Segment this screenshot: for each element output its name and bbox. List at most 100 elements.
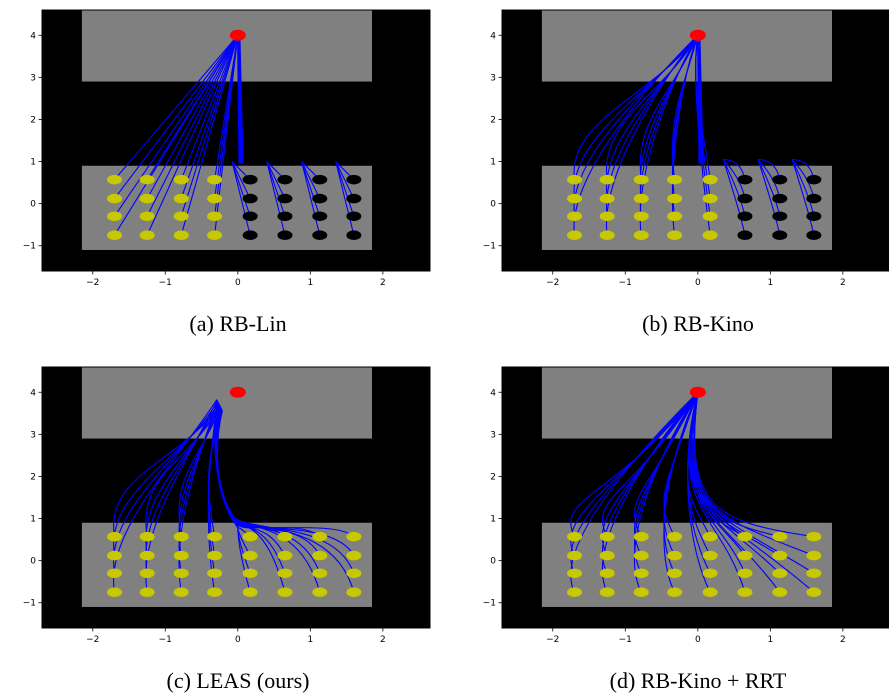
x-tick-label: −2 [546,635,559,645]
goal-point-c7-r3 [312,550,328,561]
goal-point-c5-r4 [242,531,258,542]
goal-point-c4-r3 [207,550,223,561]
trajectory-c3-r4 [634,392,699,537]
goal-point-c5-r2 [242,568,258,579]
goal-point-c5-r1 [702,230,718,241]
trajectory-c4-r4 [671,35,699,180]
goal-point-c4-r3 [667,550,683,561]
trajectory-c8-r3 [692,392,815,557]
goal-point-c2-r3 [599,550,615,561]
goal-point-c3-r3 [633,550,649,561]
y-tick-label: 0 [490,557,496,567]
goal-point-c5-r3 [702,193,718,204]
goal-point-c2-r1 [599,587,615,598]
x-tick-label: 2 [380,635,386,645]
y-tick-label: 4 [490,31,496,41]
y-tick-label: 0 [490,200,496,210]
goal-point-c8-r3 [346,193,362,204]
goal-point-c1-r1 [567,587,583,598]
goal-point-c3-r4 [173,174,189,185]
goal-grid [107,531,362,598]
trajectory-c6-r2 [266,161,286,217]
goal-point-c3-r2 [173,568,189,579]
trajectory-c6-r1 [266,161,286,236]
trajectory-c5-r1 [231,161,251,236]
trajectory-c2-r4 [602,391,699,537]
goal-point-c1-r2 [107,568,123,579]
goal-point-c6-r2 [737,568,753,579]
axes-frame [41,366,431,629]
goal-point-c4-r4 [667,531,683,542]
y-tick-label: 4 [30,31,36,41]
goal-point-c6-r3 [737,550,753,561]
goal-point-c3-r3 [173,193,189,204]
goal-point-c6-r4 [277,531,293,542]
trajectory-c8-r1 [335,161,355,236]
free-space-region-2 [81,522,372,607]
goal-point-c1-r2 [107,211,123,222]
trajectory-c3-r2 [180,35,239,217]
goal-point-c7-r2 [772,568,788,579]
goal-point-c4-r1 [667,230,683,241]
goal-point-c8-r1 [346,587,362,598]
panel-leas: −2 −1 0 1 2 −1 0 1 2 3 4 (c) LEAS (ours) [23,366,431,693]
trajectory-c7-r3 [301,161,321,199]
trajectory-c2-r3 [602,391,699,556]
trajectory-c3-r1 [180,35,239,236]
y-tick-label: 1 [30,515,36,525]
goal-point-c8-r3 [806,550,822,561]
goal-point-c5-r3 [242,550,258,561]
goal-point-c4-r1 [667,587,683,598]
goal-grid [107,174,362,241]
goal-point-c6-r1 [737,230,753,241]
goal-point-c7-r2 [772,211,788,222]
y-tick-label: 3 [30,430,36,440]
y-tick-label: 3 [490,73,496,83]
goal-point-c7-r3 [312,193,328,204]
goal-point-c2-r3 [139,550,155,561]
free-space-region-2 [541,165,832,250]
goal-point-c7-r1 [312,587,328,598]
x-tick-label: 2 [840,278,846,288]
panel-rb-lin: −2 −1 0 1 2 −1 0 1 2 3 4 (a) RB-Lin [23,9,431,336]
goal-point-c2-r2 [139,568,155,579]
goal-point-c1-r1 [107,230,123,241]
trajectory-c4-r4 [214,35,239,180]
trajectory-c6-r3 [266,161,286,199]
goal-point-c4-r3 [207,193,223,204]
goal-point-c8-r2 [346,211,362,222]
trajectory-c3-r4 [180,35,239,180]
goal-point-c3-r4 [633,174,649,185]
goal-point-c4-r1 [207,587,223,598]
y-tick-label: −1 [23,242,36,252]
goal-point-c1-r3 [567,550,583,561]
goal-point-c5-r4 [702,531,718,542]
goal-point-c2-r4 [599,531,615,542]
trajectory-c1-r1 [573,34,699,236]
free-space-region-2 [81,165,372,250]
goal-point-c6-r1 [277,587,293,598]
goal-point-c8-r1 [806,230,822,241]
goal-point-c6-r1 [737,587,753,598]
trajectory-c8-r4 [216,410,355,538]
goal-point-c4-r2 [667,568,683,579]
goal-point-c3-r2 [633,568,649,579]
y-tick-label: 1 [30,158,36,168]
goal-point-c2-r1 [139,587,155,598]
goal-point-c7-r3 [772,193,788,204]
trajectories [114,34,355,236]
goal-point-c5-r4 [242,174,258,185]
trajectory-c1-r2 [114,34,239,217]
goal-point-c4-r4 [207,174,223,185]
x-tick-label: −2 [546,278,559,288]
goal-point-c1-r1 [107,587,123,598]
x-tick-label: 0 [695,278,701,288]
caption-rb-lin: (a) RB-Lin [189,311,286,336]
goal-point-c8-r4 [346,531,362,542]
goal-point-c6-r4 [277,174,293,185]
y-tick-label: 2 [30,472,36,482]
goal-point-c7-r4 [312,531,328,542]
trajectory-c1-r3 [114,34,239,199]
goal-point-c1-r2 [567,568,583,579]
trajectory-c1-r4 [114,34,239,181]
